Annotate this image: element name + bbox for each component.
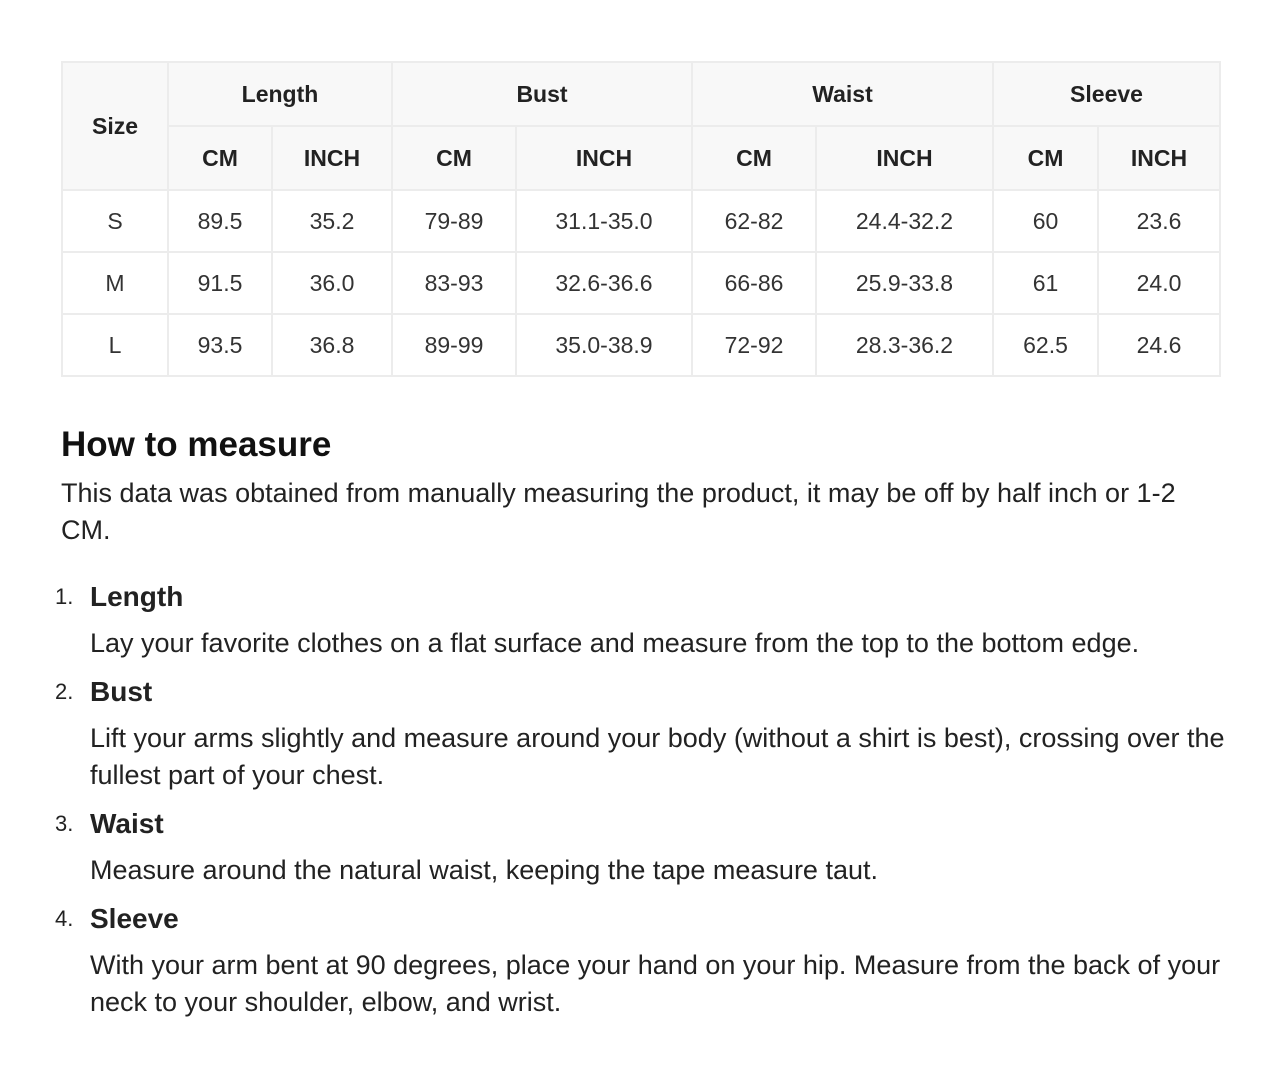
step-item: 1. Length Lay your favorite clothes on a f… bbox=[55, 579, 1231, 662]
value-cell: 62-82 bbox=[691, 189, 817, 253]
step-description: Lift your arms slightly and measure arou… bbox=[90, 723, 1225, 790]
group-header-waist: Waist bbox=[691, 61, 994, 127]
value-cell: 24.6 bbox=[1097, 313, 1221, 377]
value-cell: 61 bbox=[992, 251, 1099, 315]
value-cell: 35.0-38.9 bbox=[515, 313, 693, 377]
steps-list: 1. Length Lay your favorite clothes on a f… bbox=[55, 579, 1231, 1021]
step-number: 4. bbox=[55, 906, 74, 931]
unit-header: CM bbox=[992, 125, 1099, 191]
size-cell: S bbox=[61, 189, 169, 253]
group-header-bust: Bust bbox=[391, 61, 693, 127]
value-cell: 32.6-36.6 bbox=[515, 251, 693, 315]
unit-header: CM bbox=[167, 125, 273, 191]
group-header-sleeve: Sleeve bbox=[992, 61, 1221, 127]
value-cell: 60 bbox=[992, 189, 1099, 253]
unit-header: CM bbox=[391, 125, 517, 191]
size-chart-table: Size Length Bust Waist Sleeve CM INCH CM IN… bbox=[61, 61, 1221, 377]
table-row: L 93.5 36.8 89-99 35.0-38.9 72-92 28.3-36.2 62.… bbox=[61, 313, 1221, 377]
value-cell: 25.9-33.8 bbox=[815, 251, 994, 315]
step-number: 3. bbox=[55, 811, 74, 836]
unit-header: INCH bbox=[515, 125, 693, 191]
how-to-measure-section: How to measure This data was obtained fr… bbox=[55, 425, 1231, 1033]
value-cell: 72-92 bbox=[691, 313, 817, 377]
value-cell: 23.6 bbox=[1097, 189, 1221, 253]
step-number: 2. bbox=[55, 679, 74, 704]
group-header-length: Length bbox=[167, 61, 393, 127]
step-item: 2. Bust Lift your arms slightly and measur… bbox=[55, 674, 1231, 794]
value-cell: 91.5 bbox=[167, 251, 273, 315]
size-header: Size bbox=[61, 61, 169, 191]
value-cell: 89-99 bbox=[391, 313, 517, 377]
step-item: 3. Waist Measure around the natural waist,… bbox=[55, 806, 1231, 889]
value-cell: 62.5 bbox=[992, 313, 1099, 377]
value-cell: 28.3-36.2 bbox=[815, 313, 994, 377]
value-cell: 36.0 bbox=[271, 251, 393, 315]
size-cell: M bbox=[61, 251, 169, 315]
table-row: S 89.5 35.2 79-89 31.1-35.0 62-82 24.4-32.2 60 2… bbox=[61, 189, 1221, 253]
unit-header: CM bbox=[691, 125, 817, 191]
section-title: How to measure bbox=[61, 425, 332, 464]
unit-header: INCH bbox=[815, 125, 994, 191]
value-cell: 79-89 bbox=[391, 189, 517, 253]
step-description: With your arm bent at 90 degrees, place … bbox=[90, 950, 1221, 1017]
unit-header: INCH bbox=[271, 125, 393, 191]
step-title: Waist bbox=[90, 808, 164, 839]
value-cell: 35.2 bbox=[271, 189, 393, 253]
size-cell: L bbox=[61, 313, 169, 377]
value-cell: 93.5 bbox=[167, 313, 273, 377]
value-cell: 83-93 bbox=[391, 251, 517, 315]
value-cell: 31.1-35.0 bbox=[515, 189, 693, 253]
unit-header: INCH bbox=[1097, 125, 1221, 191]
intro-text: This data was obtained from manually mea… bbox=[61, 478, 1176, 545]
value-cell: 24.4-32.2 bbox=[815, 189, 994, 253]
step-title: Sleeve bbox=[90, 903, 179, 934]
table-row: M 91.5 36.0 83-93 32.6-36.6 66-86 25.9-33.8 61 2… bbox=[61, 251, 1221, 315]
value-cell: 24.0 bbox=[1097, 251, 1221, 315]
value-cell: 36.8 bbox=[271, 313, 393, 377]
step-title: Bust bbox=[90, 676, 153, 707]
value-cell: 66-86 bbox=[691, 251, 817, 315]
value-cell: 89.5 bbox=[167, 189, 273, 253]
step-item: 4. Sleeve With your arm bent at 90 degrees… bbox=[55, 901, 1231, 1021]
step-description: Measure around the natural waist, keepin… bbox=[90, 855, 878, 885]
step-title: Length bbox=[90, 581, 184, 612]
step-number: 1. bbox=[55, 584, 74, 609]
step-description: Lay your favorite clothes on a flat surf… bbox=[90, 628, 1140, 658]
